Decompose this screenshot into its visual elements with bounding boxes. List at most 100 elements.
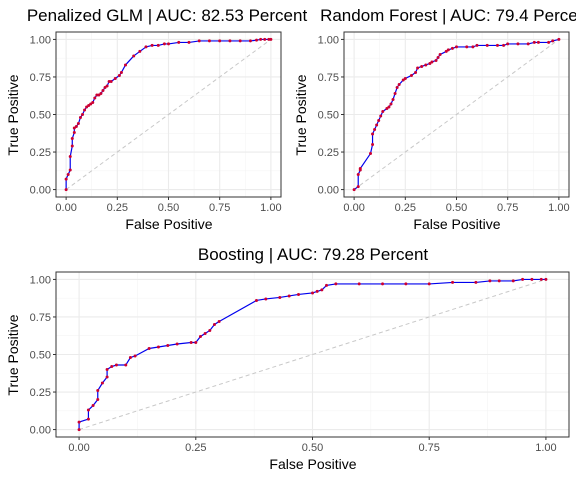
roc-point: [133, 354, 137, 358]
roc-point: [320, 288, 324, 292]
x-axis-title: False Positive: [269, 456, 356, 472]
roc-point: [91, 404, 95, 408]
roc-point: [536, 40, 540, 44]
y-axis-title: True Positive: [5, 74, 21, 155]
roc-point: [287, 294, 291, 298]
roc-point: [474, 280, 478, 284]
x-tick-label: 0.00: [343, 202, 364, 214]
roc-point: [416, 66, 420, 70]
roc-point: [101, 88, 105, 92]
roc-point: [93, 96, 97, 100]
roc-point: [197, 39, 201, 43]
y-axis-title: True Positive: [293, 74, 309, 155]
x-tick-label: 0.50: [446, 202, 467, 214]
roc-point: [167, 42, 170, 46]
roc-point: [74, 125, 78, 129]
roc-point: [521, 277, 525, 281]
roc-point: [76, 122, 80, 126]
y-tick-label: 0.75: [318, 72, 339, 84]
roc-point: [357, 282, 361, 286]
roc-point: [371, 143, 375, 147]
roc-point: [91, 100, 95, 104]
roc-point: [409, 73, 413, 77]
y-tick-label: 1.00: [30, 274, 51, 286]
roc-point: [356, 173, 360, 177]
roc-point: [175, 342, 179, 346]
x-tick-label: 0.75: [209, 202, 230, 214]
roc-point: [451, 280, 455, 284]
roc-point: [105, 375, 109, 379]
roc-point: [128, 356, 132, 360]
roc-point: [189, 340, 193, 344]
roc-point: [162, 42, 166, 46]
roc-point: [156, 345, 160, 349]
y-tick-label: 0.50: [30, 110, 51, 122]
roc-point: [446, 48, 450, 52]
roc-point: [263, 37, 267, 41]
chart-random-forest: Random Forest | AUC: 79.4 Percent 0.00 0.…: [293, 6, 576, 232]
plot-area: 0.00 0.25 0.50 0.75 1.00 0.00 0.25 0.50 0.75 1.00: [30, 31, 282, 214]
y-tick-label: 0.75: [30, 72, 51, 84]
roc-point: [269, 37, 273, 41]
roc-point: [100, 381, 104, 385]
roc-point: [198, 334, 202, 338]
roc-point: [377, 119, 381, 123]
roc-point: [404, 282, 408, 286]
roc-point: [530, 277, 534, 281]
roc-point: [427, 282, 431, 286]
roc-point: [218, 39, 222, 43]
y-tick-label: 0.50: [30, 350, 51, 362]
y-tick-label: 0.00: [30, 425, 51, 437]
roc-point: [113, 76, 117, 80]
roc-point: [78, 116, 82, 120]
y-tick-label: 0.00: [30, 185, 51, 197]
x-tick-label: 1.00: [260, 202, 281, 214]
roc-point: [138, 49, 142, 53]
roc-point: [375, 123, 379, 127]
roc-point: [358, 167, 362, 171]
x-tick-label: 1.00: [535, 442, 556, 454]
y-tick-label: 0.25: [30, 387, 51, 399]
roc-point: [516, 42, 520, 46]
x-tick-label: 0.25: [107, 202, 128, 214]
roc-point: [397, 82, 401, 86]
y-tick-label: 0.75: [30, 312, 51, 324]
roc-point: [434, 58, 438, 62]
x-tick-label: 0.25: [395, 202, 416, 214]
roc-point: [150, 43, 154, 47]
roc-point: [352, 188, 356, 192]
roc-point: [334, 282, 338, 286]
roc-point: [278, 295, 282, 299]
roc-point: [325, 283, 329, 287]
y-tick-label: 0.50: [318, 110, 339, 122]
roc-point: [77, 420, 81, 424]
roc-point: [255, 38, 259, 42]
roc-point: [105, 368, 109, 372]
roc-point: [70, 137, 74, 141]
roc-point: [369, 152, 373, 156]
roc-point: [532, 40, 536, 44]
roc-point: [485, 43, 489, 47]
roc-point: [105, 84, 109, 88]
roc-point: [248, 39, 252, 43]
chance-diagonal: [353, 39, 560, 190]
roc-point: [117, 73, 121, 77]
roc-point: [66, 173, 70, 177]
x-tick-label: 0.00: [68, 442, 89, 454]
roc-point: [551, 39, 555, 43]
roc-point: [547, 40, 551, 44]
y-axis-title: True Positive: [5, 314, 21, 395]
roc-point: [208, 328, 212, 332]
roc-point: [539, 277, 543, 281]
roc-point: [502, 43, 506, 47]
roc-point: [430, 60, 434, 64]
roc-point: [557, 37, 561, 41]
roc-point: [296, 292, 300, 296]
roc-point: [114, 363, 118, 367]
roc-point: [506, 42, 510, 46]
roc-point: [68, 155, 72, 159]
roc-point: [72, 131, 76, 135]
y-tick-label: 1.00: [318, 34, 339, 46]
x-tick-label: 0.75: [497, 202, 518, 214]
roc-point: [83, 108, 87, 112]
